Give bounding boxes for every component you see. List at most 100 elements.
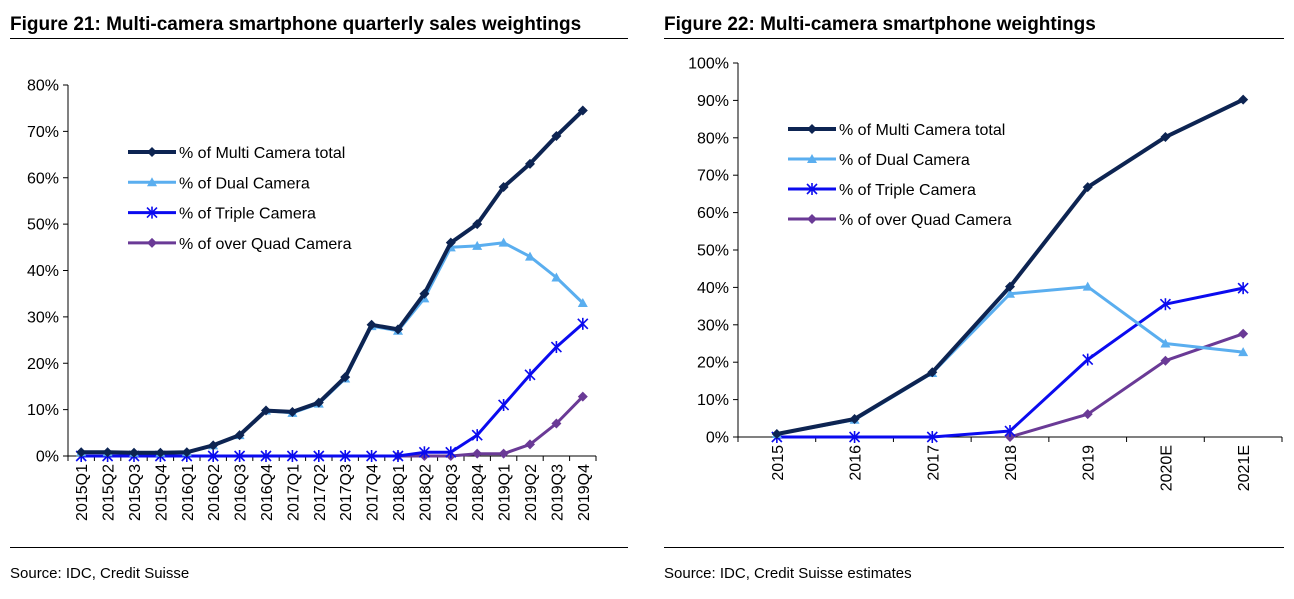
data-point [261,405,271,416]
y-tick-label: 50% [27,217,59,234]
legend-entry: % of Triple Camera [128,206,316,223]
figure-21-chart: 0% 10% 20% 30% 40% 50% 60% 70% 80% 2015Q1 2015Q2 20… [27,78,597,521]
series-line [776,286,1244,439]
y-tick-label: 60% [27,170,59,187]
data-point [1160,355,1171,366]
y-tick-label: 50% [697,243,729,260]
y-tick-label: 30% [697,317,729,334]
data-point [771,429,782,440]
legend-label: % of Dual Camera [179,175,310,192]
y-tick-label: 100% [688,56,729,73]
y-tick-label: 60% [697,205,729,222]
data-point [366,319,377,330]
series-1 [76,237,588,457]
data-point [366,450,378,462]
figure-21-title: Figure 21: Multi-camera smartphone quart… [10,14,582,35]
series-3 [1005,328,1249,442]
data-point [577,391,588,402]
y-tick-label: 80% [27,78,59,95]
data-point [524,368,536,381]
data-point [234,430,245,441]
x-tick-label: 2018Q1 [391,464,408,521]
legend-label: % of over Quad Camera [839,212,1012,229]
data-point [525,251,535,261]
data-point [550,341,562,354]
legend-marker [806,183,818,195]
data-point [287,406,298,417]
series-2 [771,282,1249,443]
data-point [551,131,562,142]
data-point [927,367,938,378]
data-point [419,288,430,299]
legend-entry: % of over Quad Camera [788,212,1012,229]
data-point [1160,338,1171,348]
series-0 [76,105,588,458]
data-point [1238,328,1249,339]
data-point [208,440,219,451]
y-tick-label: 70% [697,168,729,185]
data-point [1237,282,1249,295]
x-tick-label: 2021E [1236,445,1253,491]
x-tick-label: 2020E [1158,445,1175,491]
legend-marker [807,154,817,163]
legend-label: % of Dual Camera [839,152,970,169]
data-point [445,237,456,248]
data-point [471,429,483,442]
figure-22-panel: Figure 22: Multi-camera smartphone weigh… [662,0,1294,599]
y-tick-label: 20% [27,356,59,373]
y-tick-label: 30% [27,309,59,326]
x-tick-label: 2018Q2 [417,464,434,521]
x-tick-label: 2017Q1 [285,464,302,521]
figure-21-source: Source: IDC, Credit Suisse [10,565,190,582]
data-point [1238,94,1249,105]
x-tick-label: 2019Q3 [549,464,566,521]
data-point [155,447,166,458]
x-tick-label: 2015Q2 [101,464,118,521]
x-tick-label: 2017 [925,445,942,481]
y-tick-label: 80% [697,130,729,147]
data-point [525,439,535,450]
figure-21-panel: Figure 21: Multi-camera smartphone quart… [0,0,640,599]
legend-entry: % of Dual Camera [128,175,310,192]
legend-marker [146,206,158,219]
data-point [577,297,588,307]
legend-label: % of Multi Camera total [839,122,1005,139]
legend-marker [147,237,157,248]
data-point [472,219,483,230]
data-point [1082,281,1093,291]
y-tick-label: 90% [697,93,729,110]
legend-entry: % of Triple Camera [788,182,976,199]
data-point [1005,288,1015,298]
x-tick-label: 2016 [848,445,865,481]
legend-entry: % of Multi Camera total [128,145,345,162]
data-point [472,240,483,250]
data-point [1005,281,1015,292]
x-tick-label: 2015Q4 [153,464,170,521]
x-tick-label: 2017Q2 [312,464,329,521]
data-point [313,397,324,408]
legend-entry: % of Multi Camera total [788,122,1005,139]
x-tick-label: 2015Q3 [127,464,144,521]
data-point [340,372,351,383]
x-tick-label: 2019Q1 [497,464,514,521]
series-0 [771,94,1249,440]
data-point [392,450,404,462]
series-line [776,97,1244,436]
series-1 [771,281,1249,439]
figure-21-title-rule [10,38,628,39]
x-tick-label: 2015Q1 [74,464,91,521]
data-point [181,447,192,458]
x-tick-label: 2019 [1081,445,1098,481]
figure-22-source: Source: IDC, Credit Suisse estimates [664,565,912,582]
x-tick-label: 2017Q4 [365,464,382,521]
y-tick-label: 0% [706,430,729,447]
data-point [76,447,87,458]
data-point [1082,353,1094,366]
legend-label: % of over Quad Camera [179,236,352,253]
figure-21-source-rule [10,547,628,548]
data-point [1159,298,1171,311]
data-point [393,324,403,335]
x-tick-label: 2019Q2 [523,464,540,521]
data-point [313,450,325,462]
data-point [445,446,457,459]
